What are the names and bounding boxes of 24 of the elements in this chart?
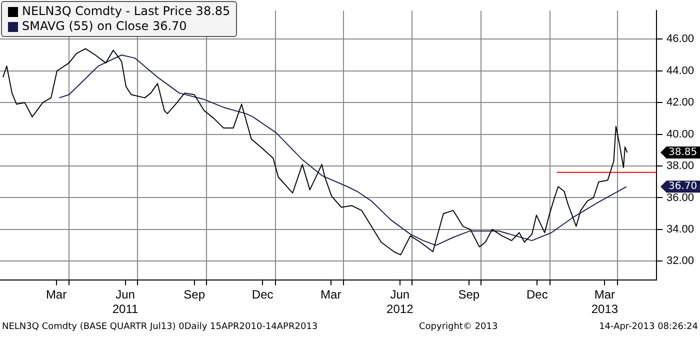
x-tick-label: Sep [458,288,480,302]
y-tick-label: 44.00 [666,64,694,77]
x-tick-label: Jun 2012 [386,288,414,316]
y-tick-label: 42.00 [666,96,694,109]
x-tick-label: Mar [320,288,342,302]
x-tick-label: Sep [184,288,206,302]
text: NELN3Q Comdty (BASE QUARTR Jul13) 0Daily 15APR2010-14APR2013 [2,322,318,332]
x-tick-label: Dec [526,288,548,302]
x-tick-label: Dec [252,288,274,302]
text: 36.70 [668,181,698,192]
x-tick-label: Mar [46,288,67,302]
text: Copyright© 2013 [418,322,498,332]
y-tick-label: 38.00 [666,160,694,172]
text: 38.85 [668,147,698,158]
y-tick-label: 40.00 [666,128,694,140]
y-tick-label: 46.00 [666,33,694,46]
x-tick-label: Jun 2011 [112,288,139,316]
x-tick-label: Mar 2013 [591,288,618,316]
legend-label: SMAVG (55) on Close 36.70 [22,19,187,34]
text: 14-Apr-2013 08:26:24 [599,322,698,332]
y-tick-label: 36.00 [666,192,694,204]
y-tick-label: 32.00 [666,255,694,268]
y-tick-label: 34.00 [666,223,694,236]
legend-label: NELN3Q Comdty - Last Price 38.85 [22,4,230,19]
